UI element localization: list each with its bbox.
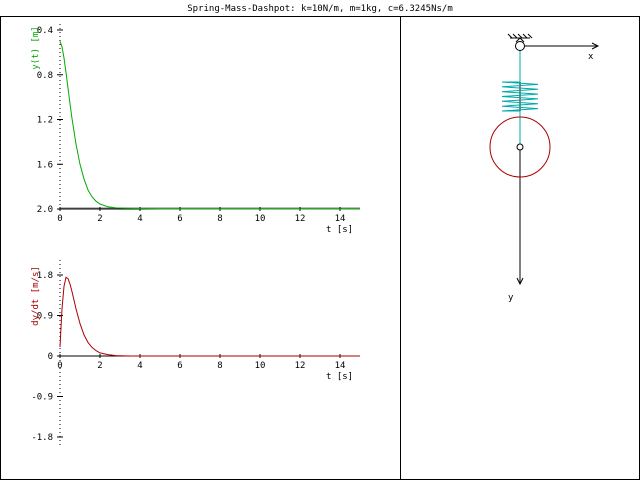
y-tick-label: 0.9: [37, 312, 53, 322]
y-tick-label: 0.4: [37, 26, 53, 36]
x-tick-label: 0: [57, 214, 62, 224]
x-tick-label: 2: [97, 214, 102, 224]
x-axis-arrow: [591, 42, 600, 50]
x-tick-label: 14: [335, 214, 346, 224]
x-tick-label: 10: [255, 361, 266, 371]
position-chart-ylabel: y(t) [m]: [31, 26, 41, 69]
position-chart-ticks: 0 2 4 6 8 10 12 14 0.4 0.8 1.2 1.6 2.0: [37, 24, 360, 224]
pivot-joint: [515, 41, 525, 51]
velocity-chart-ylabel: dy/dt [m/s]: [31, 266, 41, 326]
y-tick-label: 1.8: [37, 271, 53, 281]
x-tick-label: 6: [177, 214, 182, 224]
y-tick-label: 2.0: [37, 205, 53, 215]
velocity-chart: 0 2 4 6 8 10 12 14 1.8 0.9 0 -0.9 -1.8 t [s] dy/dt […: [31, 260, 360, 446]
y-tick-label: 0: [48, 352, 53, 362]
mass-ball: [489, 116, 551, 178]
x-tick-label: 10: [255, 214, 266, 224]
y-tick-label: 1.6: [37, 160, 53, 170]
x-axis-label: x: [588, 52, 594, 62]
velocity-chart-xlabel: t [s]: [326, 372, 353, 382]
spring-mass-diagram: x y: [489, 33, 600, 303]
y-tick-label: -1.8: [31, 433, 53, 443]
spring-coil: [501, 81, 539, 112]
velocity-chart-ticks: 0 2 4 6 8 10 12 14 1.8 0.9 0 -0.9 -1.8: [31, 260, 360, 446]
mass-center: [516, 143, 524, 151]
plot-panel-frame: [0, 16, 401, 480]
window-title: Spring-Mass-Dashpot: k=10N/m, m=1kg, c=6…: [187, 4, 453, 14]
y-tick-label: 1.2: [37, 116, 53, 126]
x-tick-label: 4: [137, 361, 142, 371]
x-tick-label: 12: [295, 361, 306, 371]
position-curve: [59, 41, 360, 210]
y-axis-arrow: [516, 277, 524, 286]
y-axis-label: y: [508, 293, 514, 303]
ceiling-support: [507, 33, 533, 43]
x-tick-label: 8: [217, 361, 222, 371]
y-tick-label: 0.8: [37, 71, 53, 81]
x-tick-label: 12: [295, 214, 306, 224]
position-chart: 0 2 4 6 8 10 12 14 0.4 0.8 1.2 1.6 2.0 t [s] y(t) [m…: [31, 24, 360, 235]
velocity-curve: [59, 276, 360, 357]
x-tick-label: 6: [177, 361, 182, 371]
x-tick-label: 2: [97, 361, 102, 371]
x-tick-label: 4: [137, 214, 142, 224]
y-tick-label: -0.9: [31, 393, 53, 403]
x-tick-label: 0: [57, 361, 62, 371]
x-tick-label: 8: [217, 214, 222, 224]
position-chart-xlabel: t [s]: [326, 225, 353, 235]
x-tick-label: 14: [335, 361, 346, 371]
